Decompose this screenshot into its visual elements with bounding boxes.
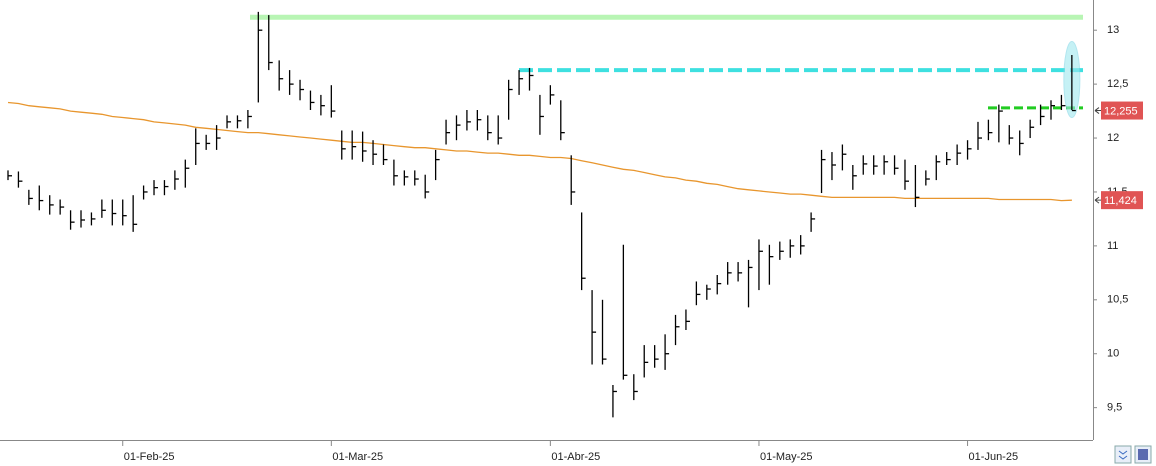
last-price-arrow — [1094, 107, 1101, 114]
y-tick-label: 13 — [1107, 24, 1119, 36]
y-tick-label: 12,5 — [1107, 78, 1128, 90]
y-tick-label: 11 — [1107, 240, 1118, 252]
x-tick-label: 01-Mar-25 — [332, 451, 383, 463]
plot-area — [7, 11, 1083, 418]
x-tick-label: 01-May-25 — [760, 451, 813, 463]
last-price-box — [1101, 101, 1143, 120]
x-tick-label: 01-Feb-25 — [124, 451, 175, 463]
x-tick-label: 01-Jun-25 — [969, 451, 1019, 463]
moving-average-line — [7, 101, 1072, 202]
x-tick-label: 01-Abr-25 — [551, 451, 600, 463]
last-price-label: 12,255 — [1104, 105, 1138, 117]
y-tick-label: 12 — [1107, 132, 1119, 144]
y-tick-label: 9,5 — [1107, 402, 1122, 414]
zoom-icon — [1118, 450, 1128, 460]
ma-price-arrow — [1094, 196, 1101, 204]
y-tick-label: 10 — [1107, 348, 1119, 360]
y-tick-label: 10,5 — [1107, 294, 1128, 306]
ma-price-box — [1101, 191, 1143, 210]
ma-price-label: 11,424 — [1104, 195, 1137, 207]
save-icon — [1138, 449, 1148, 460]
